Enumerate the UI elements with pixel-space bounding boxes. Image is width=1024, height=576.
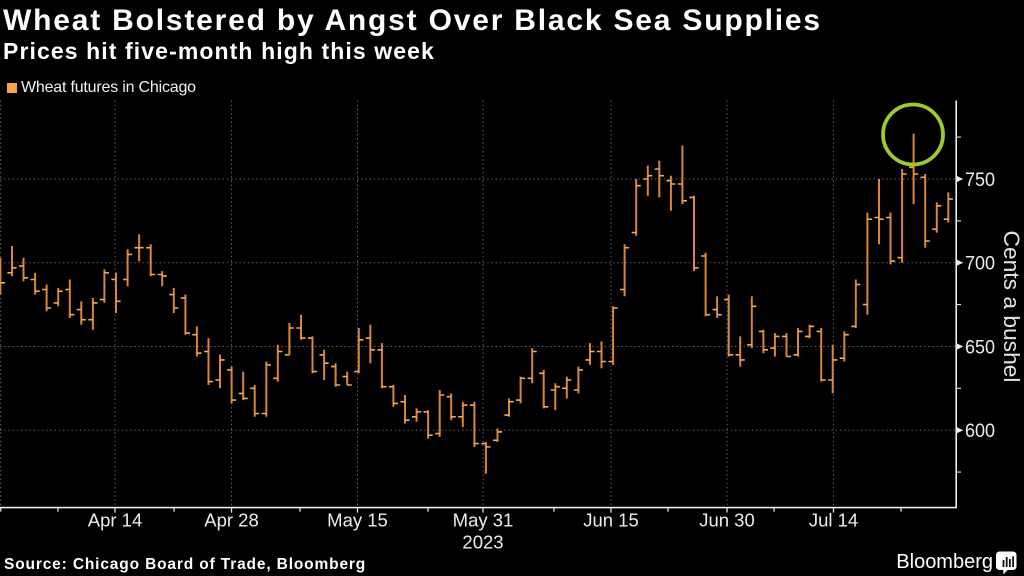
svg-text:2023: 2023 — [462, 532, 503, 553]
svg-text:Cents a bushel: Cents a bushel — [999, 231, 1024, 383]
svg-text:Jun 15: Jun 15 — [583, 510, 639, 531]
svg-text:650: 650 — [965, 337, 995, 359]
svg-text:May 31: May 31 — [453, 510, 514, 531]
svg-text:Jun 30: Jun 30 — [699, 510, 755, 531]
svg-text:600: 600 — [965, 420, 995, 442]
svg-text:Apr 14: Apr 14 — [88, 510, 143, 531]
svg-text:700: 700 — [965, 253, 995, 275]
svg-text:May 15: May 15 — [327, 510, 388, 531]
svg-text:Apr 28: Apr 28 — [204, 510, 259, 531]
svg-text:Jul 14: Jul 14 — [809, 510, 858, 531]
svg-text:750: 750 — [965, 169, 995, 191]
